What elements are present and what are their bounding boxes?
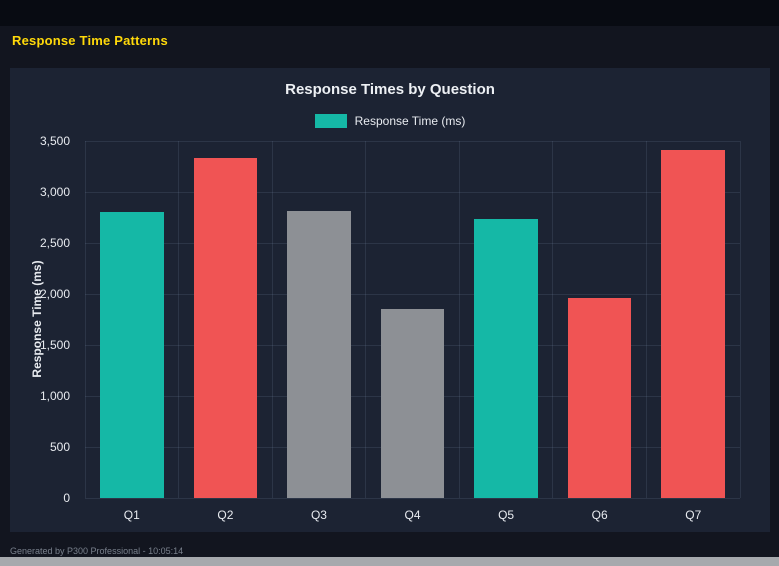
x-tick-label: Q5 <box>498 508 515 522</box>
chart-title: Response Times by Question <box>285 81 495 98</box>
y-tick-label: 1,000 <box>39 389 70 403</box>
gridline-vertical <box>458 141 460 498</box>
y-tick-label: 2,000 <box>39 287 70 301</box>
bar-slot <box>646 141 740 498</box>
bar-q5 <box>474 218 538 498</box>
bar-slot <box>179 141 273 498</box>
y-tick-label: 500 <box>49 440 70 454</box>
gridline-vertical <box>645 141 647 498</box>
x-tick-label: Q4 <box>404 508 421 522</box>
footer-note: Generated by P300 Professional - 10:05:1… <box>10 546 184 556</box>
chart-legend: Response Time (ms) <box>10 114 770 128</box>
gridline-vertical <box>271 141 273 498</box>
horizontal-scrollbar[interactable] <box>0 557 779 566</box>
gridline-horizontal <box>85 497 740 499</box>
x-axis-ticks: Q1 Q2 Q3 Q4 Q5 Q6 Q7 <box>85 508 740 522</box>
bar-slot <box>366 141 460 498</box>
bar-slot <box>459 141 553 498</box>
x-tick-label: Q6 <box>591 508 608 522</box>
x-tick-label: Q3 <box>310 508 327 522</box>
gridline-horizontal <box>85 140 740 142</box>
gridline-horizontal <box>85 242 740 244</box>
legend-label: Response Time (ms) <box>354 114 466 128</box>
x-tick-label: Q7 <box>685 508 702 522</box>
x-tick-label: Q1 <box>123 508 140 522</box>
gridline-vertical <box>84 141 86 498</box>
y-tick-label: 1,500 <box>39 338 70 352</box>
gridline-vertical <box>365 141 367 498</box>
bar-q3 <box>287 211 351 498</box>
bar-q7 <box>661 150 725 498</box>
gridline-horizontal <box>85 191 740 193</box>
y-tick-label: 3,000 <box>39 185 70 199</box>
bar-q4 <box>380 309 445 498</box>
gridline-vertical <box>552 141 554 498</box>
y-axis-ticks: 0 500 1,000 1,500 2,000 2,500 3,000 3,500 <box>10 134 76 505</box>
bar-q2 <box>193 158 258 498</box>
bar-q6 <box>567 298 632 498</box>
chart-panel: Response Times by Question Response Time… <box>10 68 770 532</box>
gridline-vertical <box>178 141 180 498</box>
y-tick-label: 3,500 <box>39 134 70 148</box>
page-title: Response Time Patterns <box>12 33 168 48</box>
y-tick-label: 0 <box>63 491 70 505</box>
bar-slot <box>85 141 179 498</box>
bar-slot <box>553 141 647 498</box>
plot-area <box>84 140 741 499</box>
bar-q1 <box>99 212 164 498</box>
window-top-strip <box>0 0 779 26</box>
bar-slot <box>272 141 366 498</box>
legend-swatch <box>314 114 347 128</box>
y-tick-label: 2,500 <box>39 236 70 250</box>
x-tick-label: Q2 <box>217 508 234 522</box>
gridline-vertical <box>739 141 741 498</box>
gridline-horizontal <box>85 293 740 295</box>
